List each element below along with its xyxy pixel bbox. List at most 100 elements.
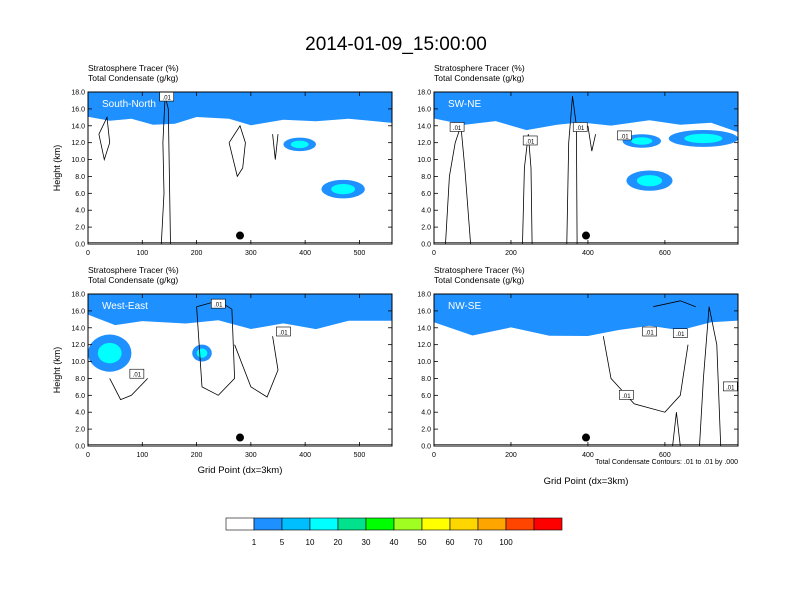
y-tick-label: 12.0 bbox=[71, 140, 85, 147]
contour-label-box bbox=[672, 328, 688, 338]
y-tick-label: 8.0 bbox=[75, 174, 85, 181]
y-tick-label: 14.0 bbox=[417, 325, 431, 332]
x-axis-label: Grid Point (dx=3km) bbox=[198, 465, 283, 476]
y-tick-label: 6.0 bbox=[421, 191, 431, 198]
condensate-contour bbox=[602, 336, 689, 413]
x-tick-label: 200 bbox=[505, 452, 517, 459]
section-label: SW-NE bbox=[448, 99, 481, 110]
y-tick-label: 2.0 bbox=[75, 225, 85, 232]
x-tick-label: 300 bbox=[245, 250, 257, 257]
contour-label: .01 bbox=[726, 385, 735, 391]
colorbar-swatch bbox=[253, 517, 283, 531]
location-marker bbox=[236, 433, 244, 442]
tracer-band bbox=[434, 92, 738, 133]
contour-label: .01 bbox=[279, 331, 288, 337]
y-tick-label: 8.0 bbox=[421, 174, 431, 181]
x-tick-label: 0 bbox=[432, 250, 436, 257]
panel-subtitle: Stratosphere Tracer (%) bbox=[434, 265, 525, 275]
x-tick-label: 0 bbox=[86, 250, 90, 257]
x-tick-label: 400 bbox=[582, 452, 594, 459]
colorbar-label: 20 bbox=[334, 538, 343, 547]
y-tick-label: 2.0 bbox=[421, 225, 431, 232]
plot-frame bbox=[433, 91, 739, 245]
location-marker bbox=[582, 231, 590, 240]
tracer-blob-core bbox=[97, 342, 122, 364]
colorbar-swatch bbox=[533, 517, 563, 531]
colorbar-legend: 1 5 10 20 30 40 50 60 70 100 bbox=[225, 517, 563, 547]
colorbar-swatch bbox=[421, 517, 451, 531]
colorbar-label: 70 bbox=[474, 538, 483, 547]
y-tick-label: 12.0 bbox=[71, 342, 85, 349]
colorbar-swatch bbox=[365, 517, 395, 531]
tracer-blob-core bbox=[636, 175, 663, 187]
panel-subtitle: Total Condensate (g/kg) bbox=[88, 73, 178, 83]
data-layer: .01 .01 .01 .01 bbox=[434, 294, 738, 446]
contour-label: .01 bbox=[133, 373, 142, 379]
contour-label: .01 bbox=[453, 126, 462, 132]
panel-sw-ne: .01 .01 .01 .01 SW-NE Stratosphere Tracer (%)… bbox=[417, 63, 739, 257]
condensate-contour bbox=[228, 124, 246, 178]
colorbar-label: 60 bbox=[446, 538, 455, 547]
y-tick-label: 14.0 bbox=[71, 325, 85, 332]
contour-label-box bbox=[617, 130, 632, 141]
y-tick-label: 10.0 bbox=[71, 359, 85, 366]
y-tick-label: 10.0 bbox=[417, 157, 431, 164]
y-tick-label: 18.0 bbox=[71, 292, 85, 299]
y-tick-label: 8.0 bbox=[75, 376, 85, 383]
tracer-band bbox=[88, 294, 392, 330]
tracer-blob-core bbox=[331, 184, 356, 195]
y-tick-label: 16.0 bbox=[71, 106, 85, 113]
contour-label: .01 bbox=[214, 303, 223, 309]
panel-nw-se: .01 .01 .01 .01 NW-SE Stratosphere Tracer (%)… bbox=[417, 265, 739, 487]
panel-west-east: .01 .01 .01 West-East Stratosphere Tracer (%… bbox=[52, 265, 393, 476]
section-label: NW-SE bbox=[448, 301, 481, 312]
y-tick-label: 16.0 bbox=[417, 308, 431, 315]
y-tick-label: 10.0 bbox=[71, 157, 85, 164]
y-tick-label: 4.0 bbox=[75, 410, 85, 417]
colorbar-swatch bbox=[337, 517, 367, 531]
colorbar-label: 40 bbox=[390, 538, 399, 547]
plot-frame bbox=[433, 293, 739, 447]
y-tick-label: 16.0 bbox=[417, 106, 431, 113]
colorbar-label: 10 bbox=[306, 538, 315, 547]
contour-label: .01 bbox=[645, 331, 654, 337]
condensate-contour bbox=[653, 300, 696, 308]
x-tick-label: 400 bbox=[299, 452, 311, 459]
x-tick-label: 100 bbox=[136, 250, 148, 257]
y-tick-label: 12.0 bbox=[417, 342, 431, 349]
contour-label-box bbox=[210, 298, 226, 309]
panel-subtitle: Stratosphere Tracer (%) bbox=[88, 63, 179, 73]
contour-label-box bbox=[642, 326, 657, 337]
x-axis-label: Grid Point (dx=3km) bbox=[544, 476, 629, 487]
colorbar-swatch bbox=[477, 517, 507, 531]
condensate-contour bbox=[234, 336, 279, 398]
panel-south-north: .01 South-North Stratosphere Tracer (%)Tot… bbox=[52, 63, 393, 257]
colorbar-swatch bbox=[505, 517, 535, 531]
plot-frame bbox=[87, 293, 393, 447]
contour-footnote: Total Condensate Contours: .01 to .01 by… bbox=[595, 459, 738, 466]
colorbar-label: 100 bbox=[499, 538, 513, 547]
y-tick-label: 4.0 bbox=[421, 208, 431, 215]
location-marker bbox=[236, 231, 244, 240]
tracer-blob-core bbox=[196, 348, 208, 358]
condensate-contour bbox=[566, 96, 578, 244]
y-axis-label: Height (km) bbox=[52, 145, 62, 192]
contour-label-box bbox=[723, 381, 738, 392]
contour-label-box bbox=[129, 368, 145, 379]
y-tick-label: 6.0 bbox=[75, 393, 85, 400]
panel-subtitle: Stratosphere Tracer (%) bbox=[434, 63, 525, 73]
condensate-contour bbox=[98, 115, 111, 162]
contour-label: .01 bbox=[620, 134, 629, 140]
tracer-blob-core bbox=[684, 133, 723, 144]
y-tick-label: 18.0 bbox=[71, 90, 85, 97]
x-tick-label: 200 bbox=[191, 250, 203, 257]
section-label: West-East bbox=[102, 301, 148, 312]
y-tick-label: 2.0 bbox=[75, 427, 85, 434]
colorbar-label: 5 bbox=[280, 538, 285, 547]
colorbar-swatch bbox=[449, 517, 479, 531]
location-marker bbox=[582, 433, 590, 442]
colorbar-swatch bbox=[225, 517, 255, 531]
x-tick-label: 0 bbox=[86, 452, 90, 459]
tracer-blob-core bbox=[631, 137, 653, 145]
